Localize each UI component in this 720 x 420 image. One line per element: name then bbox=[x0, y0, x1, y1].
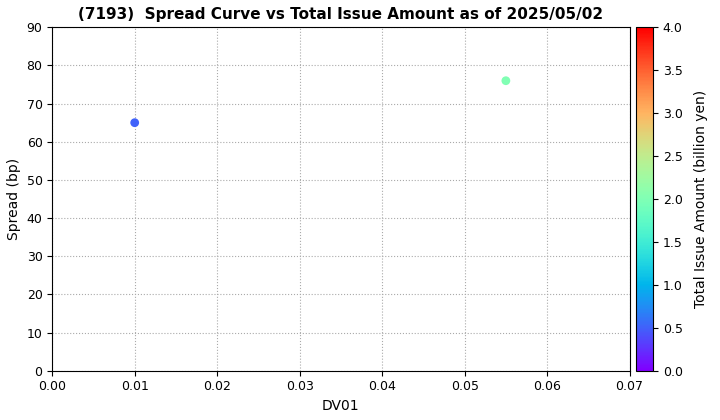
Y-axis label: Total Issue Amount (billion yen): Total Issue Amount (billion yen) bbox=[694, 90, 708, 308]
X-axis label: DV01: DV01 bbox=[322, 399, 360, 413]
Point bbox=[129, 119, 140, 126]
Y-axis label: Spread (bp): Spread (bp) bbox=[7, 158, 21, 240]
Point bbox=[500, 77, 512, 84]
Title: (7193)  Spread Curve vs Total Issue Amount as of 2025/05/02: (7193) Spread Curve vs Total Issue Amoun… bbox=[78, 7, 603, 22]
